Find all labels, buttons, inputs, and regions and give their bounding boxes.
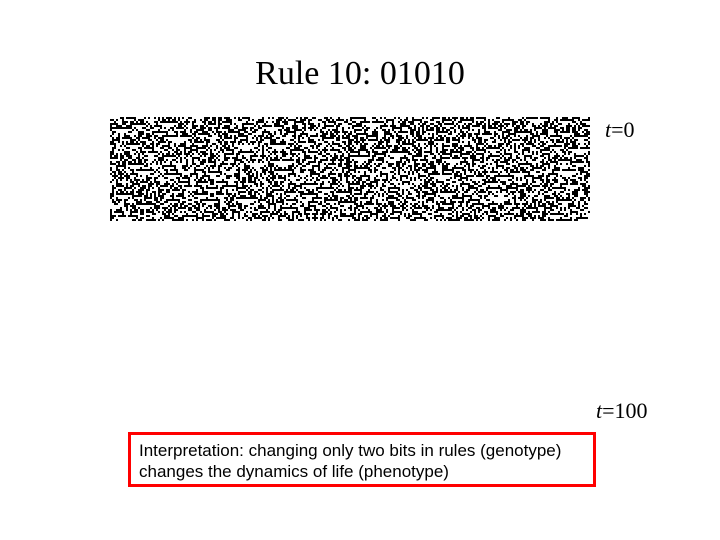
interpretation-text: Interpretation: changing only two bits i… (139, 441, 561, 481)
automaton-panel (110, 117, 594, 222)
time-label-start: t=0 (605, 117, 635, 143)
page-title: Rule 10: 01010 (0, 55, 720, 93)
time-val: =0 (611, 117, 634, 142)
time-label-end: t=100 (596, 398, 648, 424)
time-val: =100 (602, 398, 647, 423)
automaton-canvas (110, 117, 590, 221)
interpretation-box: Interpretation: changing only two bits i… (128, 432, 596, 487)
